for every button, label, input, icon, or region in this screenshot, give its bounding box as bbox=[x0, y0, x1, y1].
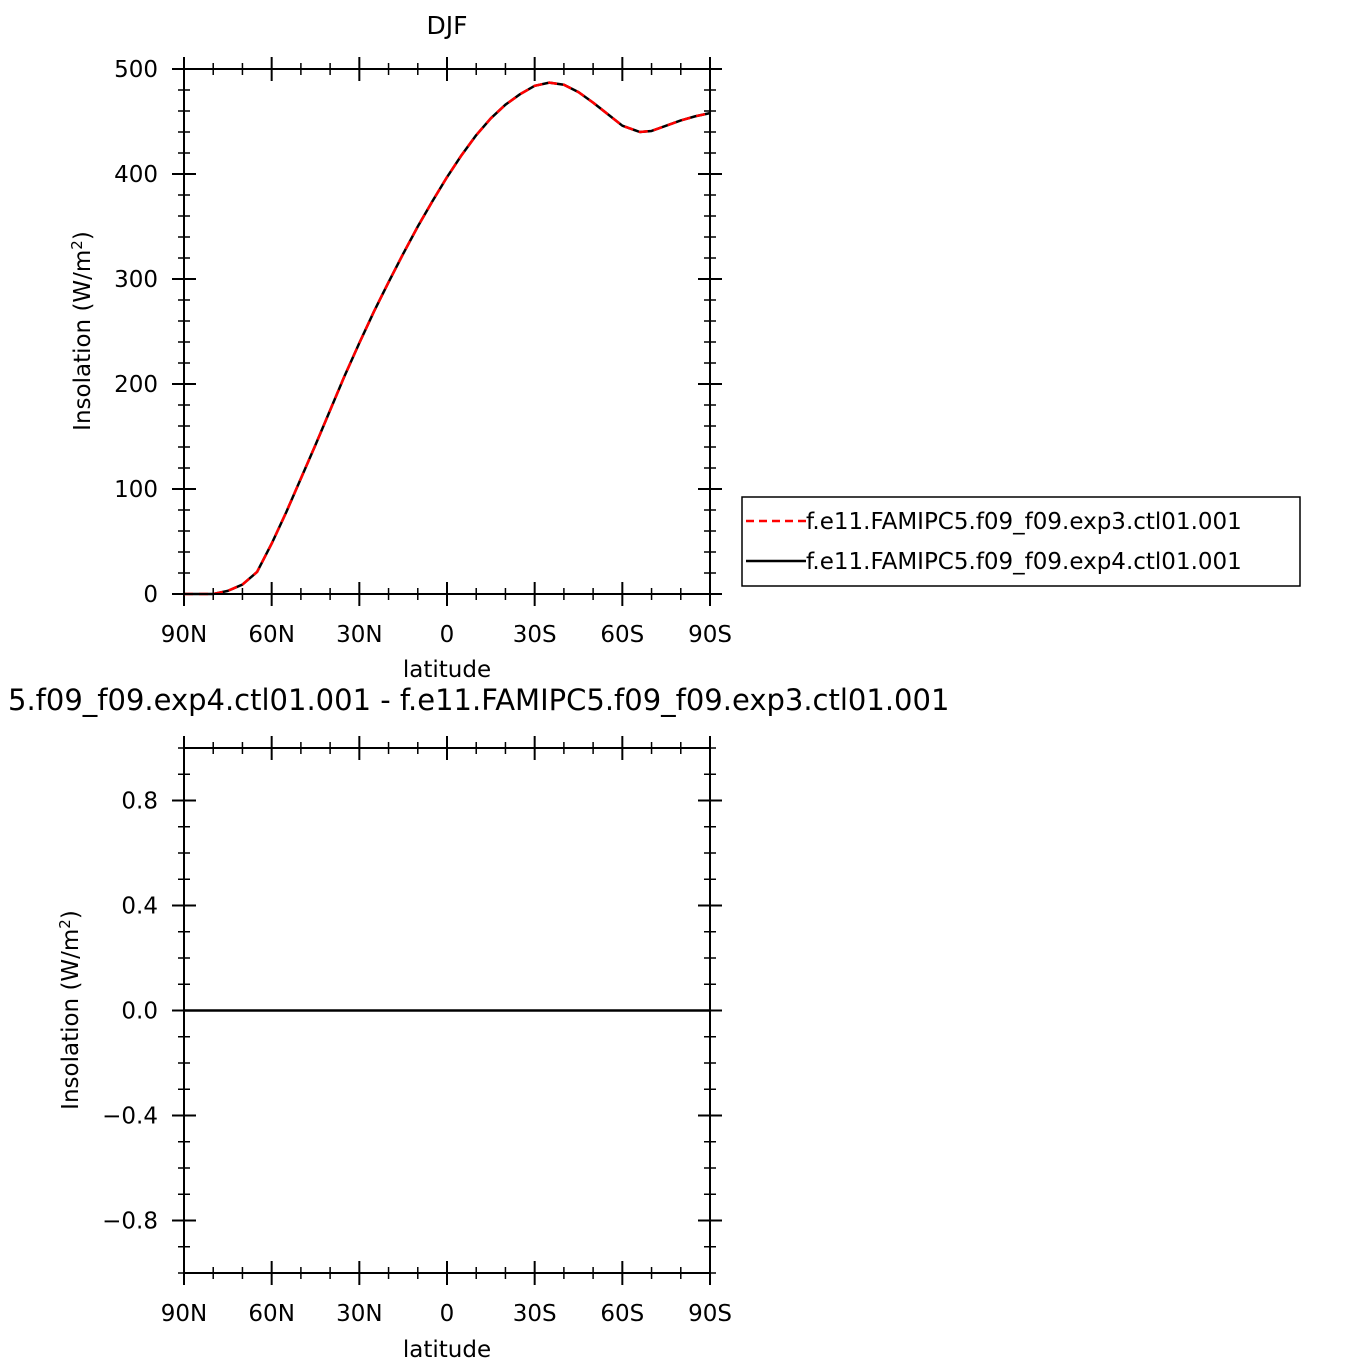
bottom-x-tick-label: 30S bbox=[513, 1301, 557, 1327]
top-y-tick-label: 0 bbox=[143, 582, 158, 608]
bottom-x-tick-label: 90S bbox=[688, 1301, 732, 1327]
top-series-line-1 bbox=[184, 81, 711, 596]
bottom-x-tick-label: 60S bbox=[600, 1301, 644, 1327]
bottom-title: 5.f09_f09.exp4.ctl01.001 - f.e11.FAMIPC5… bbox=[8, 683, 949, 717]
bottom-x-tick-label: 90N bbox=[161, 1301, 207, 1327]
top-x-tick-label: 90N bbox=[161, 622, 207, 648]
top-panel: DJF 90N 60N 30N 0 30S 60S 90S 0 100 200 300 400 500… bbox=[68, 11, 1301, 683]
legend: f.e11.FAMIPC5.f09_f09.exp3.ctl01.001 f.e… bbox=[741, 496, 1301, 587]
bottom-x-tick-label: 0 bbox=[440, 1301, 455, 1327]
legend-label-exp4: f.e11.FAMIPC5.f09_f09.exp4.ctl01.001 bbox=[806, 549, 1242, 575]
bottom-y-tick-label: 0.4 bbox=[121, 894, 158, 920]
bottom-y-tick-label: 0.0 bbox=[121, 999, 158, 1025]
top-plot-frame bbox=[183, 68, 711, 595]
top-y-tick-label: 100 bbox=[114, 477, 158, 503]
top-x-tick-label: 60N bbox=[248, 622, 294, 648]
top-y-tick-label: 400 bbox=[114, 162, 158, 188]
top-x-tick-labels: 90N 60N 30N 0 30S 60S 90S bbox=[161, 622, 732, 648]
top-x-tick-label: 90S bbox=[688, 622, 732, 648]
top-x-tick-label: 0 bbox=[440, 622, 455, 648]
top-y-axis-label: Insolation (W/m2) bbox=[68, 231, 96, 431]
bottom-y-axis-label: Insolation (W/m2) bbox=[56, 910, 84, 1110]
legend-box bbox=[741, 496, 1301, 587]
top-x-tick-label: 60S bbox=[600, 622, 644, 648]
top-x-axis-label: latitude bbox=[403, 657, 491, 683]
bottom-y-tick-labels: −0.8 −0.4 0.0 0.4 0.8 bbox=[102, 789, 158, 1235]
bottom-y-tick-label: −0.8 bbox=[102, 1209, 158, 1235]
bottom-y-tick-label: −0.4 bbox=[102, 1104, 158, 1130]
bottom-x-tick-label: 30N bbox=[336, 1301, 382, 1327]
bottom-y-tick-label: 0.8 bbox=[121, 789, 158, 815]
bottom-x-tick-label: 60N bbox=[248, 1301, 294, 1327]
top-series-line-0 bbox=[184, 81, 711, 596]
top-title: DJF bbox=[426, 11, 467, 40]
top-y-tick-label: 200 bbox=[114, 372, 158, 398]
legend-label-exp3: f.e11.FAMIPC5.f09_f09.exp3.ctl01.001 bbox=[806, 509, 1242, 535]
top-y-tick-label: 300 bbox=[114, 267, 158, 293]
bottom-x-axis-label: latitude bbox=[403, 1337, 491, 1363]
top-axis-ticks bbox=[172, 57, 722, 606]
bottom-x-tick-labels: 90N 60N 30N 0 30S 60S 90S bbox=[161, 1301, 732, 1327]
bottom-panel: 5.f09_f09.exp4.ctl01.001 - f.e11.FAMIPC5… bbox=[8, 683, 949, 1363]
top-x-tick-label: 30S bbox=[513, 622, 557, 648]
bottom-plot-frame bbox=[183, 747, 711, 1274]
top-series bbox=[184, 81, 711, 596]
top-y-tick-label: 500 bbox=[114, 57, 158, 83]
top-x-tick-label: 30N bbox=[336, 622, 382, 648]
top-y-tick-labels: 0 100 200 300 400 500 bbox=[114, 57, 158, 608]
